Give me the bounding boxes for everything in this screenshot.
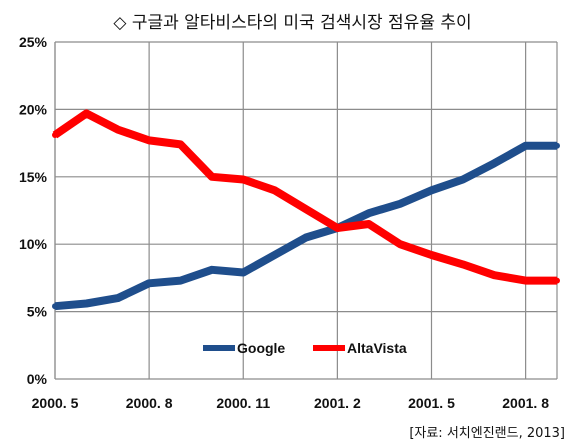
data-point-altavista xyxy=(303,206,309,213)
data-point-google xyxy=(459,176,466,183)
data-point-google xyxy=(428,187,435,194)
y-tick-label: 0% xyxy=(27,371,48,387)
data-point-altavista xyxy=(397,241,404,248)
series-lines xyxy=(52,109,560,311)
y-tick-label: 15% xyxy=(19,169,48,185)
data-point-altavista xyxy=(428,251,435,258)
y-tick-label: 5% xyxy=(27,304,48,320)
data-point-google xyxy=(114,295,121,302)
data-point-altavista xyxy=(208,173,215,180)
x-tick-label: 2000. 11 xyxy=(216,395,270,411)
y-tick-label: 25% xyxy=(19,34,48,50)
data-point-altavista xyxy=(554,277,560,284)
data-point-google xyxy=(177,277,184,284)
x-tick-label: 2001. 8 xyxy=(502,395,549,411)
x-axis-labels: 2000. 5 2000. 8 2000. 11 2001. 2 2001. 5 2001… xyxy=(32,395,550,411)
legend-label-google: Google xyxy=(237,340,285,356)
data-point-google xyxy=(522,142,529,149)
data-point-altavista xyxy=(146,137,153,144)
x-tick-label: 2001. 2 xyxy=(314,395,361,411)
data-point-google xyxy=(491,160,498,167)
data-point-google xyxy=(240,269,247,276)
series-line-google xyxy=(54,141,557,311)
data-point-altavista xyxy=(459,261,466,268)
data-point-altavista xyxy=(52,132,58,139)
data-point-google xyxy=(271,251,278,258)
data-point-altavista xyxy=(522,277,529,284)
data-point-google xyxy=(146,280,153,287)
data-point-altavista xyxy=(491,272,498,279)
data-point-google xyxy=(208,266,215,273)
x-tick-label: 2000. 5 xyxy=(32,395,79,411)
data-point-altavista xyxy=(114,126,121,133)
data-point-altavista xyxy=(240,176,247,183)
data-point-altavista xyxy=(83,110,90,117)
data-point-altavista xyxy=(334,225,341,232)
x-tick-label: 2001. 5 xyxy=(408,395,455,411)
y-tick-label: 20% xyxy=(19,101,48,117)
series-line-altavista xyxy=(52,109,557,285)
legend: Google AltaVista xyxy=(203,340,407,356)
data-point-google xyxy=(52,303,58,310)
data-point-altavista xyxy=(177,141,184,148)
x-tick-label: 2000. 8 xyxy=(126,395,173,411)
data-point-google xyxy=(83,300,90,307)
data-point-google xyxy=(397,200,404,207)
data-point-google xyxy=(365,210,372,217)
data-point-altavista xyxy=(365,220,372,227)
data-point-google xyxy=(303,234,309,241)
y-axis-labels: 0% 5% 10% 15% 20% 25% xyxy=(19,34,48,387)
legend-label-altavista: AltaVista xyxy=(347,340,407,356)
data-point-altavista xyxy=(271,187,278,194)
chart-title: ◇ 구글과 알타비스타의 미국 검색시장 점유율 추이 xyxy=(113,13,472,33)
source-note: [자료: 서치엔진랜드, 2013] xyxy=(409,426,565,441)
data-point-google xyxy=(554,142,560,149)
y-tick-label: 10% xyxy=(19,236,48,252)
